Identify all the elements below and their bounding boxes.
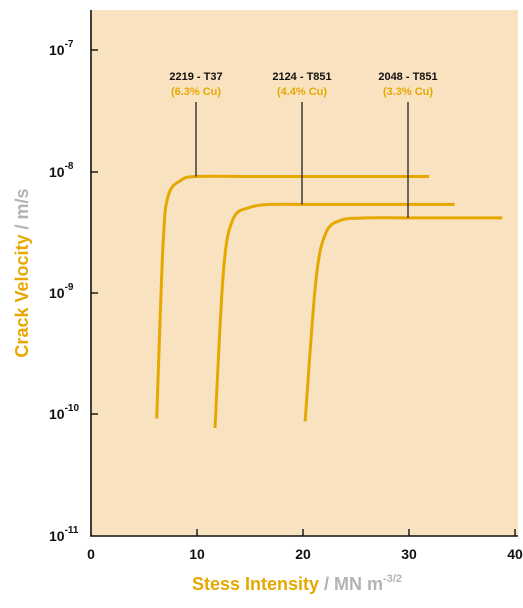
x-tick-label-40: 40 [507, 546, 523, 562]
x-axis-title: Stess Intensity / MN m-3/2 [192, 573, 402, 594]
y-tick-layer: 10-7 10-8 10-9 10-10 10-11 [49, 39, 98, 544]
y-axis-title: Crack Velocity / m/s [12, 188, 32, 357]
y-tick-label--9: 10-9 [49, 282, 74, 301]
series-label-1: 2219 - T37 [169, 71, 222, 83]
x-axis-title-unit-exp: -3/2 [383, 573, 402, 585]
series-label-3: 2048 - T851 [378, 71, 437, 83]
x-tick-layer: 0 10 20 30 40 [87, 529, 523, 562]
x-tick-label-20: 20 [295, 546, 311, 562]
series-label-layer: 2219 - T37 (6.3% Cu) 2124 - T851 (4.4% Cu) 2… [169, 71, 437, 98]
series-annotation-1: (6.3% Cu) [171, 86, 221, 98]
x-tick-label-10: 10 [189, 546, 205, 562]
series-label-2: 2124 - T851 [272, 71, 331, 83]
x-axis-title-sep: / [319, 574, 334, 594]
x-axis-title-unit: MN m [334, 574, 383, 594]
y-tick-label--11: 10-11 [49, 525, 79, 544]
y-axis-title-sep: / [12, 219, 32, 234]
x-tick-label-30: 30 [401, 546, 417, 562]
y-axis-title-unit: m/s [12, 188, 32, 219]
y-tick-label--10: 10-10 [49, 403, 79, 422]
series-line-2 [213, 202, 455, 429]
y-tick-label--7: 10-7 [49, 39, 74, 58]
x-tick-label-0: 0 [87, 546, 95, 562]
series-line-3 [303, 216, 503, 422]
series-annotation-2: (4.4% Cu) [277, 86, 327, 98]
x-axis-title-main: Stess Intensity [192, 574, 319, 594]
series-annotation-3: (3.3% Cu) [383, 86, 433, 98]
series-layer [155, 174, 503, 429]
y-axis-title-main: Crack Velocity [12, 234, 32, 357]
y-tick-label--8: 10-8 [49, 161, 74, 180]
series-line-1 [155, 174, 430, 419]
leader-layer [195, 102, 409, 218]
